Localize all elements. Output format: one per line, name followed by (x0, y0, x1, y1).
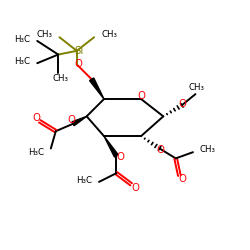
Text: CH₃: CH₃ (200, 145, 216, 154)
Text: O: O (74, 60, 82, 70)
Text: H₃C: H₃C (76, 176, 92, 185)
Text: O: O (68, 115, 76, 125)
Text: H₃C: H₃C (14, 58, 30, 66)
Text: CH₃: CH₃ (188, 84, 204, 92)
Text: H₃C: H₃C (14, 35, 30, 44)
Text: O: O (32, 112, 40, 122)
Text: CH₃: CH₃ (101, 30, 117, 39)
Text: O: O (131, 183, 139, 193)
Polygon shape (72, 116, 87, 126)
Text: O: O (178, 99, 186, 109)
Text: O: O (156, 145, 164, 155)
Text: CH₃: CH₃ (36, 30, 52, 39)
Polygon shape (104, 136, 118, 157)
Text: O: O (116, 152, 124, 162)
Text: O: O (138, 91, 145, 101)
Polygon shape (90, 78, 104, 99)
Text: Si: Si (75, 46, 84, 56)
Text: H₃C: H₃C (28, 148, 44, 157)
Text: O: O (178, 174, 186, 184)
Text: CH₃: CH₃ (53, 74, 69, 83)
